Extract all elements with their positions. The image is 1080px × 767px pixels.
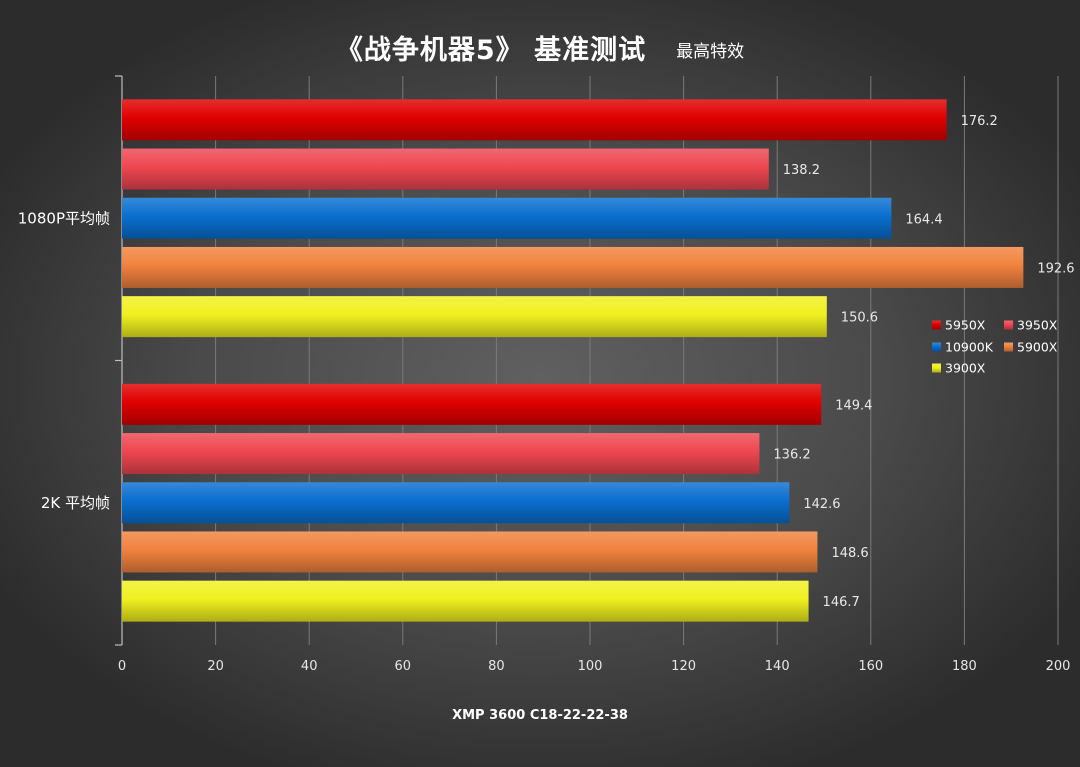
bar-3900x-0 [122, 296, 827, 338]
x-tick-label-180: 180 [952, 659, 977, 674]
legend-label-5950x: 5950X [945, 318, 986, 333]
bar-3950x-1 [122, 433, 760, 475]
x-tick-label-100: 100 [578, 659, 603, 674]
category-label-1: 2K 平均帧 [41, 494, 110, 512]
x-tick-label-60: 60 [395, 659, 412, 674]
value-label-10900k-1: 142.6 [803, 497, 840, 512]
value-label-3900x-0: 150.6 [841, 311, 878, 326]
legend-swatch-5950x [932, 320, 941, 330]
value-label-5950x-1: 149.4 [835, 398, 872, 413]
bar-5950x-1 [122, 383, 822, 425]
category-label-0: 1080P平均帧 [18, 209, 110, 227]
legend-swatch-3950x [1004, 320, 1013, 330]
value-label-5900x-0: 192.6 [1037, 261, 1074, 276]
x-tick-label-200: 200 [1046, 659, 1071, 674]
bar-10900k-1 [122, 482, 790, 524]
x-tick-label-0: 0 [118, 659, 126, 674]
x-axis-label: XMP 3600 C18-22-22-38 [452, 708, 628, 723]
bar-3900x-1 [122, 580, 809, 622]
bar-5950x-0 [122, 99, 947, 141]
bar-10900k-0 [122, 197, 892, 239]
x-tick-label-80: 80 [488, 659, 505, 674]
legend-label-3900x: 3900X [945, 361, 986, 376]
value-label-10900k-0: 164.4 [905, 212, 942, 227]
legend-label-3950x: 3950X [1017, 318, 1058, 333]
value-label-5950x-0: 176.2 [961, 114, 998, 129]
legend-swatch-3900x [932, 363, 941, 373]
legend-swatch-10900k [932, 342, 941, 352]
x-tick-label-120: 120 [671, 659, 696, 674]
bar-5900x-0 [122, 246, 1024, 288]
chart-title-block: 《战争机器5》 基准测试 最高特效 [0, 28, 1080, 67]
category-labels: 1080P平均帧 2K 平均帧 [18, 209, 110, 512]
value-label-3950x-1: 136.2 [773, 448, 810, 463]
value-label-3900x-1: 146.7 [823, 595, 860, 610]
bar-3950x-0 [122, 148, 769, 190]
bars: 176.2 138.2 164.4 192.6 150.6 149.4 136.2 142.6… [122, 99, 1075, 622]
legend: 5950X 3950X 10900K 5900X 3900X [932, 318, 1058, 376]
x-tick-label-160: 160 [858, 659, 883, 674]
value-label-3950x-0: 138.2 [783, 163, 820, 178]
legend-label-10900k: 10900K [945, 340, 994, 355]
y-axis [115, 75, 123, 646]
chart-title: 《战争机器5》 基准测试 [335, 35, 647, 66]
x-axis-ticks: 0 20 40 60 80 100 120 140 160 180 200 [118, 659, 1071, 674]
x-tick-label-20: 20 [207, 659, 224, 674]
x-tick-label-40: 40 [301, 659, 318, 674]
x-tick-label-140: 140 [765, 659, 790, 674]
legend-label-5900x: 5900X [1017, 340, 1058, 355]
chart-subtitle: 最高特效 [676, 42, 745, 62]
bar-5900x-1 [122, 531, 818, 573]
legend-swatch-5900x [1004, 342, 1013, 352]
value-label-5900x-1: 148.6 [831, 546, 868, 561]
